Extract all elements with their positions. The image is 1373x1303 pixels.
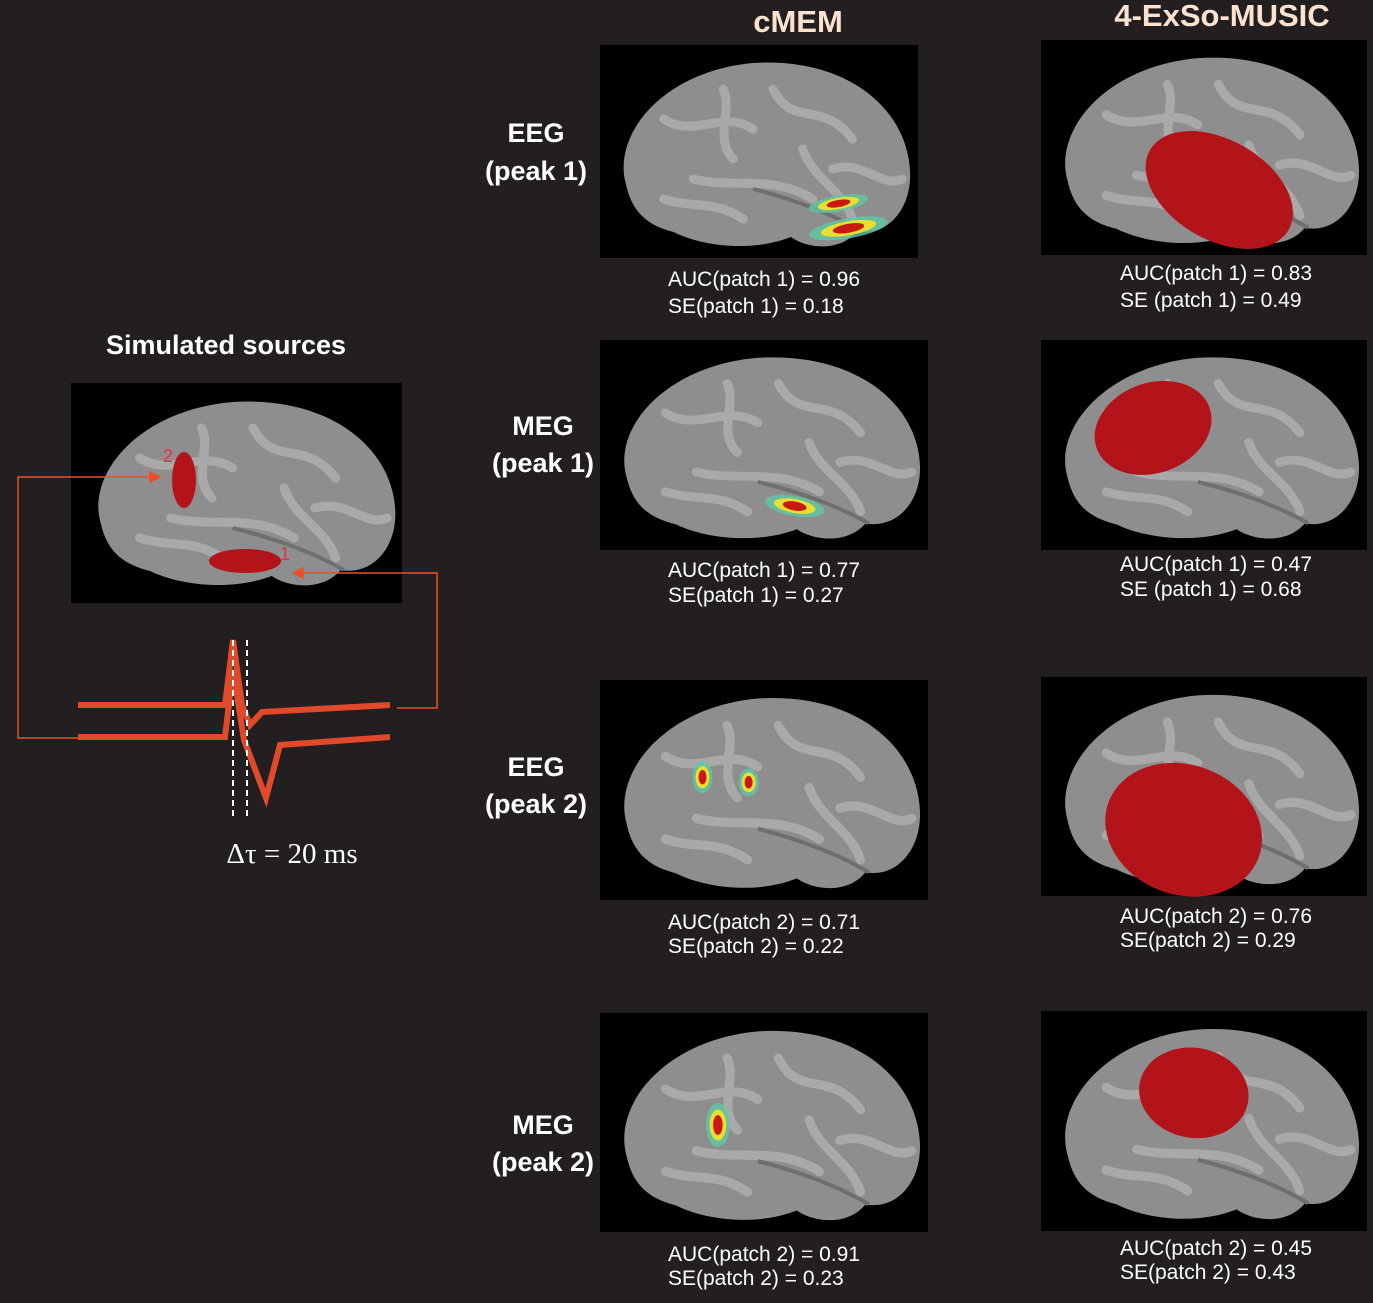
row-label: (peak 1) xyxy=(492,448,594,478)
metric-caption: AUC(patch 1) = 0.77 xyxy=(668,559,860,582)
metric-caption: AUC(patch 2) = 0.76 xyxy=(1120,905,1312,928)
waveforms xyxy=(78,639,391,818)
column-header: 4-ExSo-MUSIC xyxy=(1114,0,1329,33)
simulated-brain: 2 1 xyxy=(71,383,402,603)
metric-caption: AUC(patch 1) = 0.83 xyxy=(1120,262,1312,285)
simulated-title: Simulated sources xyxy=(106,330,346,360)
row-label: MEG xyxy=(512,411,574,441)
activation xyxy=(832,223,865,234)
panels xyxy=(600,40,1367,1232)
activation xyxy=(698,770,707,785)
patch-label: 2 xyxy=(163,446,173,466)
metric-caption: SE(patch 2) = 0.43 xyxy=(1120,1261,1296,1284)
delay-label: Δτ = 20 ms xyxy=(226,838,357,870)
connectors xyxy=(17,470,438,739)
metric-caption: AUC(patch 2) = 0.71 xyxy=(668,911,860,934)
column-header: cMEM xyxy=(753,4,843,39)
row-label: MEG xyxy=(512,1110,574,1140)
metric-caption: SE(patch 2) = 0.29 xyxy=(1120,929,1296,952)
row-label: (peak 2) xyxy=(485,789,587,819)
metric-caption: SE(patch 1) = 0.18 xyxy=(668,295,844,318)
row-label: (peak 1) xyxy=(485,156,587,186)
metric-caption: SE(patch 2) = 0.22 xyxy=(668,935,844,958)
metric-caption: AUC(patch 2) = 0.91 xyxy=(668,1243,860,1266)
activation xyxy=(1094,380,1212,475)
brain-panel xyxy=(600,680,928,900)
metric-caption: SE (patch 1) = 0.68 xyxy=(1120,578,1302,601)
row-label: EEG xyxy=(507,118,564,148)
brain-panel xyxy=(1041,1011,1367,1231)
row-label: EEG xyxy=(507,752,564,782)
activation xyxy=(1145,131,1293,249)
activation xyxy=(1105,762,1263,897)
brain-panel xyxy=(1041,677,1367,897)
row-label: (peak 2) xyxy=(492,1147,594,1177)
metric-caption: AUC(patch 2) = 0.45 xyxy=(1120,1237,1312,1260)
activation xyxy=(826,199,851,208)
brain-panel xyxy=(600,1013,928,1232)
metric-caption: SE(patch 1) = 0.27 xyxy=(668,584,844,607)
activation xyxy=(782,501,807,511)
brain-panel xyxy=(1041,40,1367,255)
activation xyxy=(744,776,753,789)
metric-caption: SE (patch 1) = 0.49 xyxy=(1120,289,1302,312)
brain-panel xyxy=(600,45,918,258)
brain-panel xyxy=(1041,340,1367,550)
brain-panel xyxy=(600,340,928,550)
metric-caption: AUC(patch 1) = 0.47 xyxy=(1120,553,1312,576)
metric-caption: AUC(patch 1) = 0.96 xyxy=(668,268,860,291)
activation xyxy=(713,1115,723,1135)
activation xyxy=(1139,1047,1249,1139)
metric-caption: SE(patch 2) = 0.23 xyxy=(668,1267,844,1290)
patch-label: 1 xyxy=(280,544,290,564)
